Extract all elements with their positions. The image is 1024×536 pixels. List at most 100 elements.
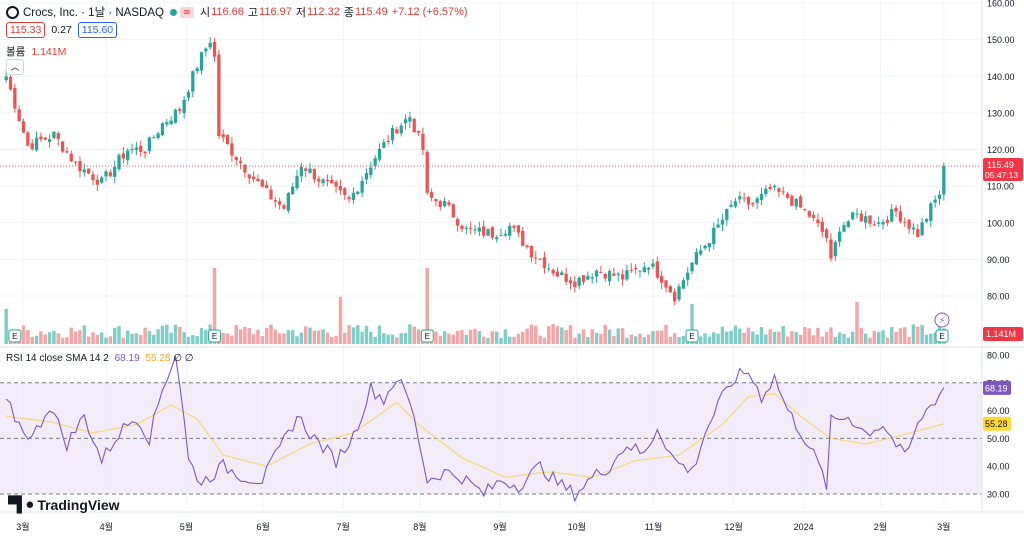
candle-body [664, 280, 668, 288]
volume-bar [772, 331, 777, 344]
candle-body [829, 239, 833, 259]
candle-body [299, 166, 304, 177]
bid-button[interactable]: 115.33 [6, 22, 46, 38]
volume-bar [295, 336, 299, 344]
time-tick-label: 8월 [413, 521, 426, 532]
candle-body [4, 76, 8, 81]
candle-body [933, 199, 937, 203]
volume-bar [34, 335, 39, 344]
candle-body [30, 143, 34, 149]
volume-bar [390, 334, 395, 344]
candle-body [646, 267, 651, 270]
volume-bar [243, 326, 247, 344]
volume-bar [790, 331, 794, 344]
candle-body [846, 221, 850, 228]
volume-bar [516, 333, 521, 344]
volume-bar [759, 327, 764, 344]
brand-name: TradingView [37, 496, 120, 513]
volume-bar [334, 336, 338, 344]
volume-bar [803, 327, 807, 344]
volume-bar [742, 332, 746, 344]
candle-body [156, 133, 160, 139]
volume-bar [655, 330, 660, 344]
volume-bars: E E E E E ⚡ [4, 268, 950, 344]
volume-bar [903, 327, 907, 344]
candle-body [803, 209, 807, 211]
volume-bar [473, 328, 477, 344]
volume-bar [885, 337, 890, 344]
volume-bar [746, 327, 751, 344]
candle-body [304, 168, 308, 171]
volume-bar [751, 331, 755, 344]
candle-body [755, 198, 759, 203]
candle-body [894, 207, 898, 212]
volume-bar [490, 331, 495, 344]
volume-bar [846, 337, 851, 344]
candle-body [811, 214, 816, 218]
volume-bar [481, 336, 486, 344]
volume-bar [60, 337, 65, 344]
candle-body [464, 227, 468, 229]
sma-value-label: 55.28 [985, 419, 1008, 429]
volume-bar [152, 334, 156, 344]
volume-bar [230, 335, 234, 344]
candle-body [877, 222, 881, 224]
candle-body [859, 213, 863, 221]
volume-bar [351, 327, 356, 344]
candle-body [152, 137, 156, 139]
volume-bar [356, 325, 360, 344]
volume-bar [816, 327, 820, 344]
volume-bar [199, 327, 204, 344]
volume-bar [395, 337, 399, 344]
volume-bar [139, 334, 143, 344]
volume-bar [282, 333, 286, 344]
candle-body [742, 197, 746, 199]
candle-body [477, 227, 481, 232]
volume-bar [564, 330, 568, 344]
volume-bar [911, 324, 916, 344]
volume-bar [638, 333, 642, 344]
candle-body [898, 211, 903, 222]
candle-body [924, 218, 929, 222]
volume-bar [56, 333, 60, 344]
candle-body [47, 139, 52, 143]
volume-bar [299, 332, 304, 344]
candle-body [824, 229, 829, 239]
collapse-chevron-icon[interactable]: ︿ [6, 59, 24, 75]
volume-bar [73, 331, 78, 344]
volume-bar [121, 337, 126, 344]
volume-bar [586, 337, 590, 344]
candle-body [911, 227, 916, 230]
volume-bar [629, 334, 634, 344]
candle-body [91, 174, 95, 181]
rsi-value-badge [983, 380, 1011, 395]
volume-bar [538, 335, 542, 344]
candle-body [312, 169, 317, 180]
flag-icon[interactable]: ≋ [179, 6, 194, 18]
candle-body [147, 137, 152, 151]
candle-body [247, 174, 251, 179]
rsi-tick-label: 30.00 [987, 490, 1010, 500]
candle-body [490, 227, 495, 238]
volume-legend[interactable]: 볼륨 1.141M [6, 44, 66, 59]
candle-body [273, 200, 277, 202]
candle-body [60, 141, 65, 152]
candle-body [586, 275, 590, 280]
volume-bar [256, 329, 260, 344]
volume-bar [21, 325, 26, 344]
volume-bar [672, 333, 677, 344]
candle-body [568, 280, 573, 284]
candle-body [469, 227, 473, 229]
candle-body [890, 209, 894, 222]
candle-body [686, 272, 690, 280]
candle-body [538, 258, 542, 260]
rsi-legend[interactable]: RSI 14 close SMA 14 2 68.19 55.28 ∅ ∅ [6, 353, 193, 364]
tradingview-logo[interactable]: ▀▌● TradingView [8, 496, 120, 513]
volume-badge-label: 1.141M [986, 329, 1016, 339]
earnings-marker [420, 329, 434, 343]
volume-bar [794, 332, 798, 344]
symbol-legend[interactable]: Crocs, Inc. · 1날 · NASDAQ ≋ 시 116.66 고 1… [6, 4, 472, 20]
ask-button[interactable]: 115.60 [77, 22, 118, 38]
candle-body [264, 184, 269, 189]
